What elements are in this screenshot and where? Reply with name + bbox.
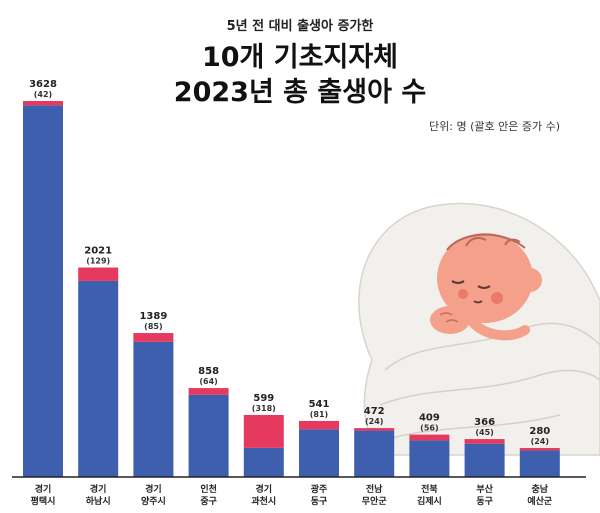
- value-label-5: 541: [309, 399, 330, 410]
- bar-base-5: [299, 429, 339, 477]
- bar-base-4: [243, 447, 284, 477]
- category-region-label-0: 경기: [35, 483, 52, 495]
- bar-increase-4: [243, 414, 284, 448]
- category-city-label-1: 하남시: [86, 495, 111, 507]
- category-region-label-1: 경기: [90, 483, 107, 495]
- chart-title-line-2: 2023년 총 출생아 수: [174, 77, 426, 108]
- category-region-label-5: 광주: [311, 483, 328, 495]
- value-label-4: 599: [253, 393, 274, 404]
- bar-increase-9: [519, 447, 560, 451]
- bar-base-1: [78, 280, 119, 477]
- bar-base-0: [23, 105, 63, 477]
- category-region-label-4: 경기: [256, 483, 273, 495]
- bar-base-8: [464, 443, 505, 477]
- category-city-label-4: 과천시: [251, 495, 276, 507]
- value-label-7: 409: [419, 413, 440, 424]
- value-label-6: 472: [364, 406, 385, 417]
- bar-increase-7: [409, 434, 450, 441]
- bar-base-2: [133, 341, 174, 477]
- value-label-9: 280: [529, 426, 550, 437]
- increase-label-0: (42): [34, 90, 52, 99]
- unit-note: 단위: 명 (괄호 안은 증가 수): [429, 120, 560, 133]
- bar-base-3: [188, 394, 229, 477]
- category-city-label-3: 중구: [200, 496, 217, 507]
- bar-increase-2: [133, 333, 174, 342]
- bar-increase-0: [23, 101, 63, 106]
- category-region-label-9: 충남: [532, 483, 549, 495]
- increase-label-5: (81): [310, 410, 328, 419]
- bar-increase-8: [464, 439, 505, 444]
- bar-base-7: [409, 440, 450, 477]
- value-label-0: 3628: [29, 79, 57, 90]
- category-city-label-9: 예산군: [527, 495, 553, 507]
- value-label-3: 858: [198, 366, 219, 377]
- chart-title-line-1: 10개 기초지자체: [202, 42, 398, 73]
- increase-label-9: (24): [531, 437, 549, 446]
- category-region-label-3: 인천: [200, 484, 217, 495]
- bar-increase-5: [299, 420, 339, 430]
- category-city-label-2: 양주시: [141, 495, 166, 507]
- increase-label-8: (45): [475, 428, 493, 437]
- category-region-label-6: 전남: [366, 483, 383, 495]
- increase-label-1: (129): [86, 257, 110, 266]
- bar-increase-3: [188, 388, 229, 395]
- sleeping-baby-illustration: [358, 202, 600, 456]
- increase-label-6: (24): [365, 417, 383, 426]
- category-city-label-8: 동구: [476, 496, 493, 507]
- increase-label-7: (56): [420, 424, 438, 433]
- category-city-label-0: 평택시: [31, 495, 56, 507]
- bar-base-6: [354, 430, 395, 477]
- category-city-label-7: 김제시: [417, 495, 442, 507]
- increase-label-2: (85): [144, 322, 162, 331]
- value-label-2: 1389: [139, 311, 167, 322]
- category-region-label-7: 전북: [421, 483, 438, 495]
- bars-layer: 3628(42)경기평택시2021(129)경기하남시1389(85)경기양주시…: [23, 79, 560, 507]
- category-city-label-6: 무안군: [362, 496, 388, 507]
- increase-label-4: (318): [252, 404, 276, 413]
- bar-increase-1: [78, 267, 119, 281]
- value-label-8: 366: [474, 417, 495, 428]
- increase-label-3: (64): [199, 377, 217, 386]
- bar-base-9: [519, 450, 560, 477]
- category-city-label-5: 동구: [311, 496, 328, 507]
- bar-increase-6: [354, 428, 395, 431]
- category-region-label-2: 경기: [145, 483, 162, 495]
- chart-supertitle: 5년 전 대비 출생아 증가한: [227, 18, 374, 34]
- value-label-1: 2021: [84, 246, 112, 257]
- category-region-label-8: 부산: [476, 483, 493, 495]
